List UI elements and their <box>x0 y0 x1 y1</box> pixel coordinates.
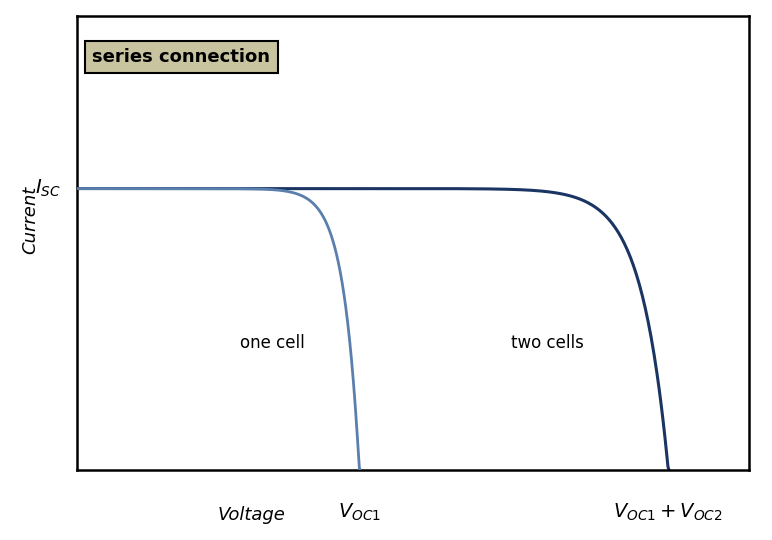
Text: $V_{OC1}+V_{OC2}$: $V_{OC1}+V_{OC2}$ <box>614 502 723 523</box>
Text: $I_{SC}$: $I_{SC}$ <box>35 178 60 199</box>
Text: one cell: one cell <box>239 334 304 352</box>
Text: $V_{OC1}$: $V_{OC1}$ <box>338 502 381 523</box>
Text: series connection: series connection <box>93 48 270 66</box>
Text: Current: Current <box>21 186 39 254</box>
Text: two cells: two cells <box>511 334 584 352</box>
Text: Voltage: Voltage <box>218 506 286 524</box>
